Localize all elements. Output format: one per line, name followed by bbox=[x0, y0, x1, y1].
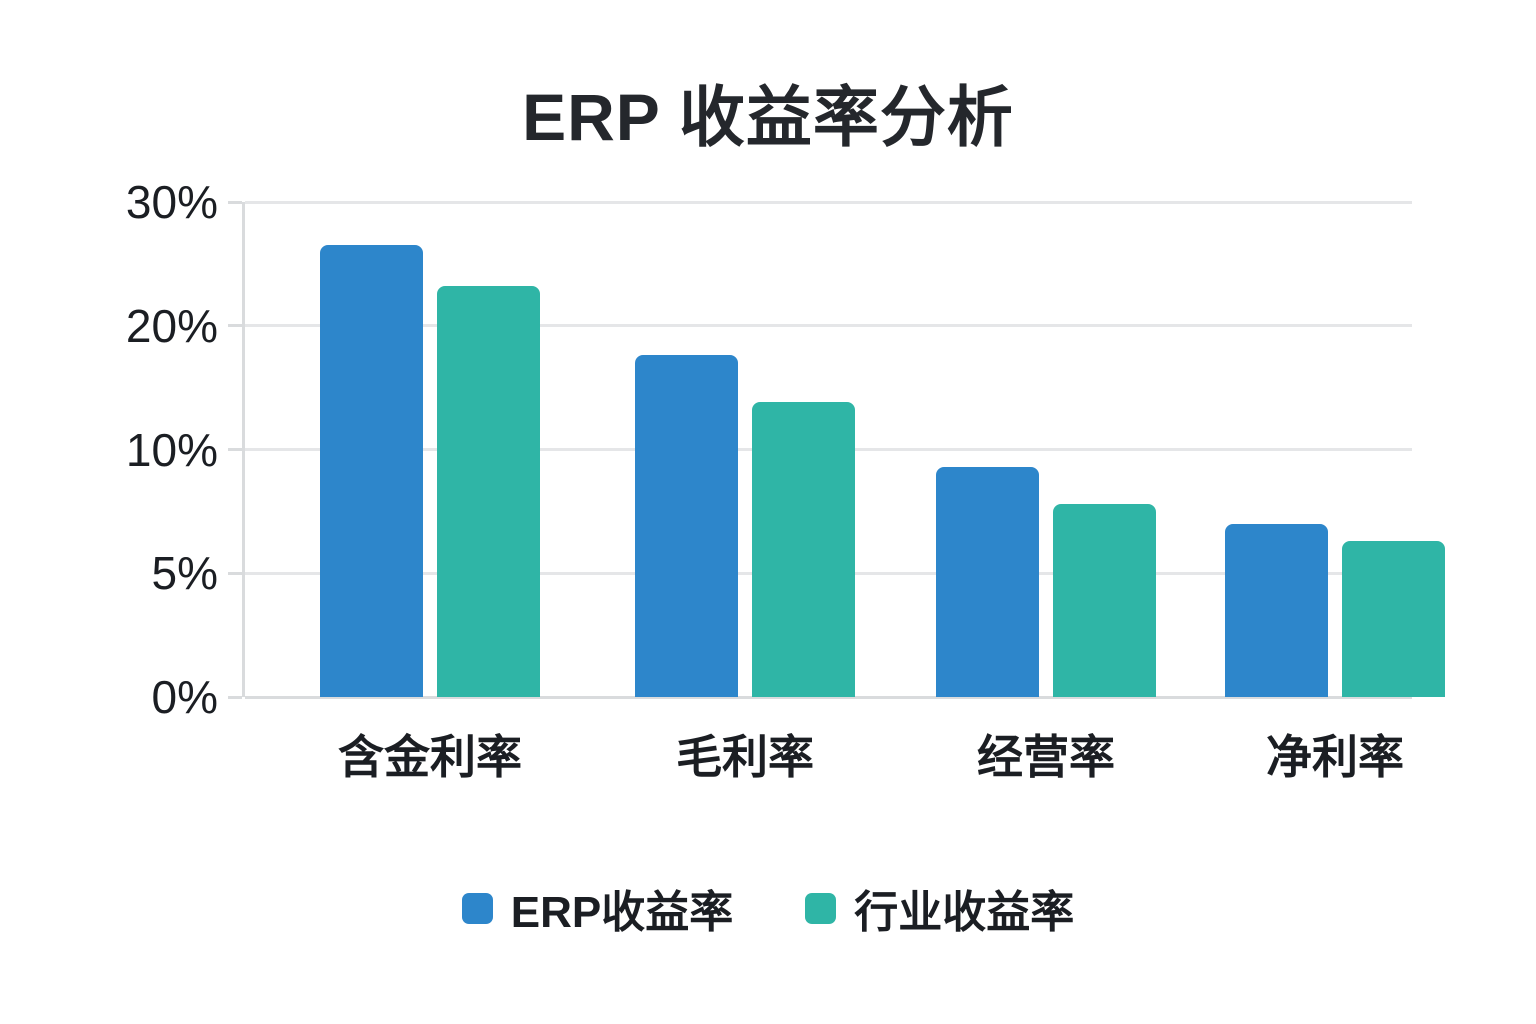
y-axis-label-5pct: 5% bbox=[151, 547, 218, 600]
x-axis-label-1: 含金利率 bbox=[338, 731, 522, 783]
y-tick-30pct bbox=[228, 200, 242, 204]
bar-series1-cat2 bbox=[635, 355, 738, 697]
legend: ERP收益率 行业收益率 bbox=[0, 876, 1536, 940]
legend-swatch-series2 bbox=[805, 892, 837, 924]
y-tick-5pct bbox=[228, 571, 242, 575]
x-axis-label-3: 经营率 bbox=[977, 731, 1115, 783]
bar-series2-cat1 bbox=[437, 286, 540, 697]
bar-series2-cat3 bbox=[1053, 503, 1156, 697]
gridline-20pct bbox=[245, 324, 1412, 328]
legend-item-series2: 行业收益率 bbox=[805, 876, 1074, 940]
bar-series1-cat1 bbox=[320, 245, 423, 697]
gridline-0pct bbox=[245, 695, 1412, 699]
gridline-30pct bbox=[245, 200, 1412, 204]
y-tick-20pct bbox=[228, 324, 242, 328]
bar-series1-cat4 bbox=[1225, 523, 1328, 697]
y-axis-label-10pct: 10% bbox=[125, 423, 218, 476]
y-axis-label-20pct: 20% bbox=[125, 299, 218, 352]
bar-series1-cat3 bbox=[936, 466, 1039, 697]
x-axis-label-4: 净利率 bbox=[1266, 731, 1404, 783]
y-axis-line bbox=[242, 202, 245, 697]
legend-item-series1: ERP收益率 bbox=[461, 876, 734, 940]
legend-label-series2: 行业收益率 bbox=[854, 888, 1075, 937]
chart-title: ERP 收益率分析 bbox=[522, 80, 1014, 154]
x-axis-label-2: 毛利率 bbox=[676, 731, 814, 783]
bar-series2-cat4 bbox=[1342, 541, 1445, 697]
legend-label-series1: ERP收益率 bbox=[510, 888, 734, 937]
bar-series2-cat2 bbox=[752, 402, 855, 697]
legend-swatch-series1 bbox=[461, 892, 493, 924]
y-axis-label-0pct: 0% bbox=[151, 671, 218, 723]
y-tick-10pct bbox=[228, 448, 242, 451]
y-axis-label-30pct: 30% bbox=[125, 176, 218, 228]
y-tick-0pct bbox=[228, 695, 242, 699]
